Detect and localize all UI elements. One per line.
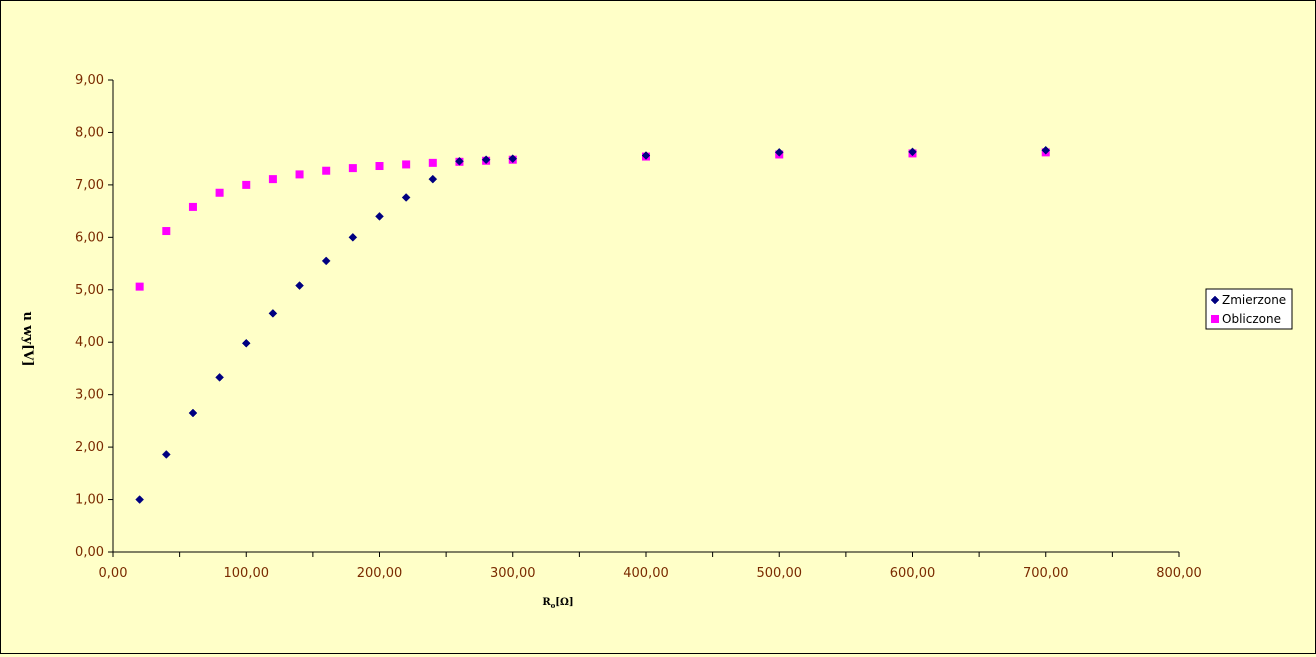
data-point-obliczone [135, 282, 144, 291]
data-point-obliczone [402, 160, 411, 169]
y-tick-label: 3,00 [75, 388, 104, 403]
data-marks [135, 145, 1051, 504]
x-axis-title-main: R [542, 597, 551, 608]
data-point-zmierzone [908, 147, 917, 157]
x-axis-title: Ro[Ω] [542, 597, 573, 610]
data-point-zmierzone [135, 495, 145, 504]
data-point-zmierzone [348, 232, 358, 242]
y-axis-title: u wy[V] [20, 311, 35, 366]
y-tick-label: 4,00 [75, 335, 104, 350]
data-point-zmierzone [161, 450, 171, 459]
y-tick-label: 8,00 [75, 125, 104, 140]
y-tick-label: 5,00 [75, 283, 104, 298]
x-tick-label: 800,00 [1156, 566, 1202, 581]
data-point-zmierzone [188, 408, 198, 418]
data-point-obliczone [322, 166, 331, 175]
data-point-zmierzone [215, 373, 224, 382]
y-tick-label: 9,00 [75, 73, 104, 88]
data-point-obliczone [268, 175, 277, 184]
legend-marker-zmierzone [1210, 295, 1220, 305]
legend-label-obliczone: Obliczone [1222, 312, 1281, 326]
legend-box [1205, 288, 1293, 330]
data-point-zmierzone [428, 174, 438, 184]
legend-marker-obliczone [1211, 315, 1219, 323]
x-axis-ticks: 0,00 100,00 200,00 300,00 400,00 500,00 600,00… [99, 552, 1202, 581]
data-point-zmierzone [774, 148, 784, 157]
data-point-zmierzone [641, 151, 651, 160]
x-axis-title-unit: [Ω] [555, 597, 573, 608]
x-axis-title-sub: o [551, 601, 556, 610]
y-axis-ticks: 0,00 1,00 2,00 3,00 4,00 5,00 6,00 7,00 8,00 9,00 [75, 73, 113, 560]
data-point-zmierzone [295, 281, 304, 290]
series-obliczone [135, 148, 1050, 291]
x-tick-label: 500,00 [757, 566, 803, 581]
x-tick-label: 300,00 [490, 566, 536, 581]
x-tick-label: 600,00 [890, 566, 936, 581]
data-point-obliczone [375, 162, 384, 171]
data-point-zmierzone [508, 154, 518, 164]
data-point-zmierzone [481, 155, 491, 165]
data-point-obliczone [162, 227, 171, 236]
data-point-obliczone [188, 202, 197, 211]
x-tick-label: 100,00 [224, 566, 270, 581]
y-tick-label: 6,00 [75, 230, 104, 245]
x-tick-label: 700,00 [1023, 566, 1069, 581]
x-tick-label: 200,00 [357, 566, 403, 581]
data-point-zmierzone [268, 309, 278, 318]
data-point-obliczone [215, 188, 224, 197]
data-point-zmierzone [455, 156, 464, 166]
y-tick-label: 1,00 [75, 493, 104, 508]
data-point-zmierzone [1041, 145, 1051, 155]
y-tick-label: 7,00 [75, 178, 104, 193]
data-point-zmierzone [375, 212, 384, 221]
x-tick-label: 400,00 [623, 566, 669, 581]
data-point-zmierzone [401, 193, 411, 202]
data-point-obliczone [242, 180, 251, 189]
series-zmierzone [135, 145, 1051, 504]
legend-label-zmierzone: Zmierzone [1222, 293, 1286, 307]
data-point-obliczone [348, 164, 357, 173]
y-tick-label: 0,00 [75, 545, 104, 560]
y-tick-label: 2,00 [75, 440, 104, 455]
x-tick-label: 0,00 [99, 566, 128, 581]
data-point-obliczone [428, 158, 437, 167]
data-point-zmierzone [321, 256, 331, 266]
legend: Zmierzone Obliczone [1205, 288, 1293, 330]
data-point-zmierzone [241, 338, 251, 348]
data-point-obliczone [295, 170, 304, 179]
